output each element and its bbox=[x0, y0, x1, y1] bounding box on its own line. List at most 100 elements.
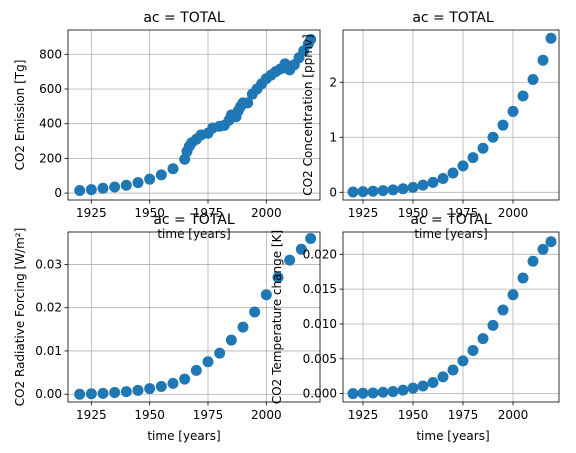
data-point bbox=[517, 272, 529, 284]
data-point bbox=[477, 333, 489, 345]
data-point bbox=[155, 380, 167, 392]
x-axis-label: time [years] bbox=[414, 227, 487, 241]
plot-area: 1925 1950 1975 2000 0.000 0.005 0.010 0.015 0.02… bbox=[303, 231, 560, 422]
data-point bbox=[109, 386, 121, 398]
data-point bbox=[74, 184, 86, 196]
data-point bbox=[357, 387, 369, 399]
y-axis-label: CO2 Concentration [ppmv] bbox=[301, 34, 315, 195]
data-point bbox=[537, 54, 549, 66]
y-axis-label: CO2 Temperature change [K] bbox=[270, 230, 284, 404]
data-point bbox=[202, 356, 214, 368]
subplot-emission: 1925 1950 1975 2000 0 200 400 600 800 ac = TOTAL… bbox=[13, 10, 321, 241]
data-point bbox=[347, 186, 359, 198]
x-tick-label: 1925 bbox=[76, 408, 107, 422]
data-point bbox=[132, 384, 144, 396]
data-point bbox=[377, 386, 389, 398]
y-tick-label: 200 bbox=[39, 151, 62, 165]
data-point bbox=[467, 344, 479, 356]
data-point bbox=[487, 319, 499, 331]
y-tick-label: 0 bbox=[54, 186, 62, 200]
data-point bbox=[305, 232, 317, 244]
x-tick-label: 2000 bbox=[251, 408, 282, 422]
y-tick-label: 2 bbox=[329, 75, 337, 89]
x-tick-label: 1925 bbox=[348, 206, 379, 220]
data-point bbox=[387, 184, 399, 196]
plot-area: 1925 1950 1975 2000 0 200 400 600 800 bbox=[39, 29, 321, 220]
data-point bbox=[407, 181, 419, 193]
x-tick-label: 2000 bbox=[251, 206, 282, 220]
x-tick-label: 1925 bbox=[76, 206, 107, 220]
x-tick-label: 1950 bbox=[134, 408, 165, 422]
data-point bbox=[447, 167, 459, 179]
x-tick-label: 1975 bbox=[448, 408, 479, 422]
data-point bbox=[167, 377, 179, 389]
plot-area: 1925 1950 1975 2000 0 1 2 bbox=[329, 29, 560, 220]
x-tick-label: 1975 bbox=[193, 408, 224, 422]
data-point bbox=[417, 380, 429, 392]
data-point bbox=[284, 254, 296, 266]
chart-title: ac = TOTAL bbox=[143, 10, 225, 26]
data-point bbox=[167, 163, 179, 175]
y-tick-label: 800 bbox=[39, 47, 62, 61]
y-axis-label: CO2 Emission [Tg] bbox=[13, 60, 27, 171]
data-point bbox=[85, 184, 97, 196]
data-point bbox=[477, 142, 489, 154]
y-tick-label: 0.010 bbox=[303, 317, 337, 331]
data-point bbox=[120, 179, 132, 191]
data-point bbox=[467, 152, 479, 164]
axes-frame bbox=[67, 29, 321, 201]
axes-frame bbox=[342, 231, 560, 403]
data-point bbox=[507, 289, 519, 301]
data-point bbox=[377, 185, 389, 197]
data-point bbox=[487, 131, 499, 143]
subplot-temperature: 1925 1950 1975 2000 0.000 0.005 0.010 0.015 0.02… bbox=[270, 212, 560, 443]
x-tick-label: 1950 bbox=[398, 206, 429, 220]
data-point bbox=[85, 388, 97, 400]
data-point bbox=[97, 182, 109, 194]
data-point bbox=[545, 236, 557, 248]
chart-title: ac = TOTAL bbox=[410, 212, 492, 228]
data-point bbox=[305, 34, 317, 46]
y-tick-label: 1 bbox=[329, 130, 337, 144]
data-point bbox=[545, 32, 557, 44]
x-tick-label: 2000 bbox=[498, 408, 529, 422]
chart-title: ac = TOTAL bbox=[153, 212, 235, 228]
data-point bbox=[407, 382, 419, 394]
data-point bbox=[397, 384, 409, 396]
x-axis-label: time [years] bbox=[157, 227, 230, 241]
data-point bbox=[97, 387, 109, 399]
data-point bbox=[179, 373, 191, 385]
x-tick-label: 1975 bbox=[193, 206, 224, 220]
y-tick-label: 0.01 bbox=[35, 344, 62, 358]
x-axis-label: time [years] bbox=[147, 429, 220, 443]
data-point bbox=[144, 383, 156, 395]
data-point bbox=[387, 386, 399, 398]
data-point bbox=[507, 105, 519, 117]
data-point bbox=[347, 388, 359, 400]
data-point bbox=[237, 321, 249, 333]
axes-frame bbox=[342, 29, 560, 201]
data-point bbox=[537, 243, 549, 255]
y-tick-label: 0.00 bbox=[35, 387, 62, 401]
x-tick-label: 1925 bbox=[348, 408, 379, 422]
data-point bbox=[214, 347, 226, 359]
data-point bbox=[120, 386, 132, 398]
y-tick-label: 600 bbox=[39, 82, 62, 96]
data-point bbox=[457, 160, 469, 172]
data-point bbox=[397, 183, 409, 195]
plot-area: 1925 1950 1975 2000 0.00 0.01 0.02 0.03 bbox=[35, 231, 321, 422]
data-point bbox=[527, 74, 539, 86]
data-point bbox=[109, 181, 121, 193]
data-point bbox=[249, 306, 261, 318]
data-point bbox=[144, 173, 156, 185]
y-tick-label: 0.02 bbox=[35, 301, 62, 315]
subplot-radiative-forcing: 1925 1950 1975 2000 0.00 0.01 0.02 0.03 ac = TO… bbox=[13, 212, 321, 443]
y-tick-label: 0.03 bbox=[35, 257, 62, 271]
data-point bbox=[225, 334, 237, 346]
x-tick-label: 1975 bbox=[448, 206, 479, 220]
data-point bbox=[437, 371, 449, 383]
data-point bbox=[367, 185, 379, 197]
data-point bbox=[242, 97, 254, 109]
chart-title: ac = TOTAL bbox=[412, 10, 494, 26]
